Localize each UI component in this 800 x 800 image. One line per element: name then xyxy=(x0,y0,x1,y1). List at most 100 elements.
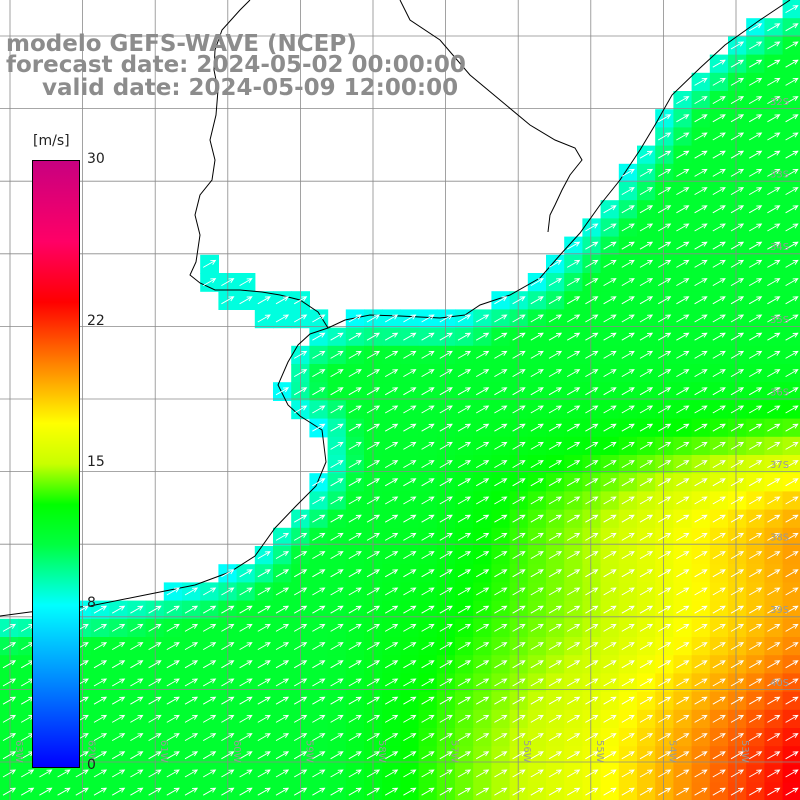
wind-arrow xyxy=(384,441,399,450)
wind-arrow xyxy=(657,660,672,669)
wind-arrow xyxy=(512,623,526,632)
wind-arrow xyxy=(712,314,726,323)
wind-arrow xyxy=(730,369,745,377)
wind-arrow xyxy=(585,387,599,396)
wind-arrow xyxy=(366,751,381,760)
wind-arrow xyxy=(384,387,399,396)
wind-arrow xyxy=(767,314,781,323)
wind-arrow xyxy=(330,696,344,705)
wind-arrow xyxy=(657,332,672,341)
wind-arrow xyxy=(566,369,581,377)
wind-arrow xyxy=(421,696,435,705)
wind-arrow xyxy=(712,77,726,86)
wind-arrow xyxy=(202,660,217,669)
wind-arrow xyxy=(366,478,381,487)
wind-arrow xyxy=(366,532,381,541)
wind-arrow xyxy=(676,569,690,578)
wind-arrow xyxy=(639,259,654,268)
wind-arrow xyxy=(676,387,690,396)
wind-arrow xyxy=(730,678,745,687)
wind-arrow xyxy=(239,769,253,778)
wind-arrow xyxy=(366,733,381,741)
wind-arrow xyxy=(548,405,563,414)
wind-arrow xyxy=(712,332,726,341)
wind-arrow xyxy=(348,660,362,669)
wind-arrow xyxy=(730,660,745,669)
wind-arrow xyxy=(475,460,490,468)
wind-arrow xyxy=(366,696,381,705)
wind-arrow xyxy=(239,296,253,305)
wind-arrow xyxy=(694,150,708,159)
wind-arrow xyxy=(548,332,563,341)
wind-arrow xyxy=(767,41,781,50)
wind-arrow xyxy=(494,714,508,723)
wind-arrow xyxy=(548,714,563,723)
wind-arrow xyxy=(457,642,472,650)
wind-arrow xyxy=(221,587,235,596)
wind-arrow xyxy=(730,478,745,487)
colorbar-tick-label: 22 xyxy=(87,312,105,329)
wind-arrow xyxy=(676,205,690,214)
wind-arrow xyxy=(421,514,435,523)
wind-arrow xyxy=(657,350,672,359)
wind-arrow xyxy=(257,587,271,596)
wind-arrow xyxy=(439,460,453,468)
wind-arrow xyxy=(366,769,381,778)
wind-arrow xyxy=(657,187,672,195)
wind-arrow xyxy=(257,769,271,778)
wind-arrow xyxy=(676,714,690,723)
wind-arrow xyxy=(585,551,599,559)
wind-arrow xyxy=(512,787,526,796)
wind-arrow xyxy=(330,551,344,559)
wind-arrow xyxy=(767,514,781,523)
wind-arrow xyxy=(748,187,763,195)
wind-arrow xyxy=(603,496,617,505)
wind-arrow xyxy=(785,77,799,86)
wind-arrow xyxy=(730,460,745,468)
wind-arrow xyxy=(712,350,726,359)
wind-arrow xyxy=(621,514,635,523)
wind-arrow xyxy=(384,642,399,650)
wind-arrow xyxy=(621,314,635,323)
wind-arrow xyxy=(403,532,417,541)
wind-arrow xyxy=(585,441,599,450)
wind-arrow xyxy=(494,460,508,468)
wind-arrow xyxy=(403,751,417,760)
wind-arrow xyxy=(767,423,781,432)
wind-arrow xyxy=(202,587,217,596)
wind-arrow xyxy=(785,514,799,523)
wind-arrow xyxy=(712,114,726,123)
wind-arrow xyxy=(348,405,362,414)
wind-arrow xyxy=(221,569,235,578)
wind-arrow xyxy=(585,350,599,359)
wind-arrow xyxy=(748,496,763,505)
wind-arrow xyxy=(748,168,763,177)
wind-arrow xyxy=(676,660,690,669)
wind-arrow xyxy=(603,423,617,432)
wind-arrow xyxy=(767,223,781,232)
wind-arrow xyxy=(166,769,180,778)
wind-arrow xyxy=(366,569,381,578)
wind-arrow xyxy=(512,769,526,778)
wind-arrow xyxy=(148,623,162,632)
wind-arrow xyxy=(330,605,344,614)
wind-arrow xyxy=(566,405,581,414)
wind-arrow xyxy=(603,733,617,741)
longitude-label: 57W xyxy=(449,740,460,763)
wind-arrow xyxy=(566,278,581,286)
wind-arrow xyxy=(730,259,745,268)
wind-arrow xyxy=(293,514,308,523)
wind-arrow xyxy=(676,296,690,305)
wind-arrow xyxy=(312,405,326,414)
wind-arrow xyxy=(475,332,490,341)
wind-arrow xyxy=(621,259,635,268)
wind-arrow xyxy=(566,678,581,687)
wind-arrow xyxy=(748,551,763,559)
wind-arrow xyxy=(785,441,799,450)
wind-arrow xyxy=(712,496,726,505)
wind-arrow xyxy=(166,623,180,632)
wind-arrow xyxy=(239,787,253,796)
wind-arrow xyxy=(785,678,799,687)
wind-arrow xyxy=(439,314,453,323)
wind-arrow xyxy=(712,223,726,232)
